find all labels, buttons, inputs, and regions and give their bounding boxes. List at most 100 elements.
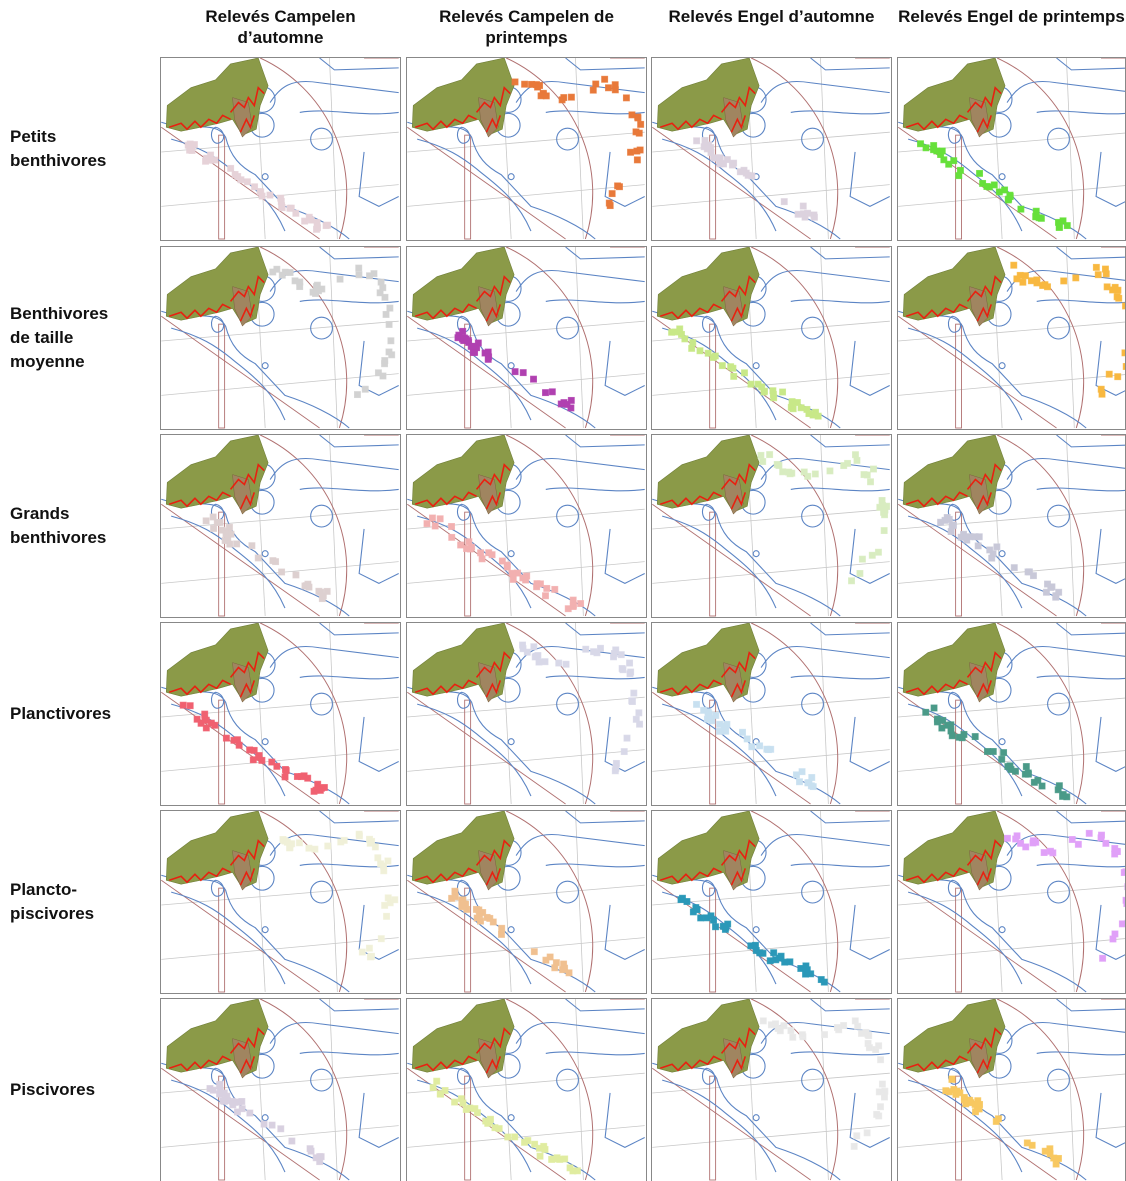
hotspot-cell xyxy=(307,1146,313,1152)
hotspot-cell xyxy=(249,543,255,549)
hotspot-cell xyxy=(267,192,273,198)
hotspot-cell xyxy=(1122,350,1126,356)
hotspot-cell xyxy=(606,200,612,206)
hotspot-cell xyxy=(720,923,726,929)
hotspot-cell xyxy=(212,722,218,728)
hotspot-cell xyxy=(472,349,478,355)
hotspot-cell xyxy=(382,902,388,908)
hotspot-cell xyxy=(429,515,435,521)
hotspot-cell xyxy=(356,272,362,278)
hotspot-cell xyxy=(478,550,484,556)
hotspot-cell xyxy=(1069,837,1075,843)
hotspot-cell xyxy=(319,286,325,292)
hotspot-cell xyxy=(633,716,639,722)
hotspot-cell xyxy=(1112,851,1118,857)
hotspot-cell xyxy=(259,757,265,763)
hotspot-cell xyxy=(522,81,528,87)
hotspot-cell xyxy=(635,115,641,121)
hotspot-cell xyxy=(274,763,280,769)
hotspot-cell xyxy=(679,331,685,337)
hotspot-cell xyxy=(228,531,234,537)
hotspot-cell xyxy=(1005,764,1011,770)
hotspot-cell xyxy=(1011,565,1017,571)
hotspot-cell xyxy=(566,970,572,976)
map-panel xyxy=(651,810,892,994)
hotspot-cell xyxy=(633,129,639,135)
hotspot-cell xyxy=(804,406,810,412)
hotspot-cell xyxy=(956,173,962,179)
hotspot-cell xyxy=(1023,764,1029,770)
hotspot-cell xyxy=(780,389,786,395)
hotspot-cell xyxy=(293,210,299,216)
hotspot-cell xyxy=(1020,279,1026,285)
hotspot-cell xyxy=(1017,272,1023,278)
hotspot-cell xyxy=(866,1033,872,1039)
hotspot-cell xyxy=(690,909,696,915)
hotspot-cell xyxy=(719,363,725,369)
hotspot-cell xyxy=(1025,771,1031,777)
hotspot-cell xyxy=(535,84,541,90)
base-map xyxy=(161,435,398,616)
hotspot-cell xyxy=(724,157,730,163)
hotspot-cell xyxy=(251,747,257,753)
hotspot-cell xyxy=(1024,1140,1030,1146)
hotspot-cell xyxy=(1018,840,1024,846)
hotspot-cell xyxy=(864,1130,870,1136)
row-label: Piscivores xyxy=(10,1078,155,1102)
hotspot-cell xyxy=(774,462,780,468)
hotspot-cell xyxy=(449,524,455,530)
hotspot-cell xyxy=(279,203,285,209)
map-panel xyxy=(160,810,401,994)
hotspot-cell xyxy=(812,471,818,477)
hotspot-cell xyxy=(529,81,535,87)
hotspot-cell xyxy=(210,1087,216,1093)
hotspot-cell xyxy=(381,868,387,874)
hotspot-cell xyxy=(543,957,549,963)
base-map xyxy=(161,999,398,1180)
hotspot-cell xyxy=(804,967,810,973)
hotspot-cell xyxy=(1099,391,1105,397)
base-map xyxy=(161,58,398,239)
hotspot-cell xyxy=(757,743,763,749)
base-map xyxy=(898,811,1126,992)
hotspot-cell xyxy=(1056,783,1062,789)
hotspot-cell xyxy=(822,1032,828,1038)
hotspot-cell xyxy=(953,1091,959,1097)
hotspot-cell xyxy=(705,710,711,716)
hotspot-cell xyxy=(187,703,193,709)
map-panel xyxy=(406,810,647,994)
hotspot-cell xyxy=(282,774,288,780)
column-header: Relevés Campelen de printemps xyxy=(407,6,647,48)
hotspot-cell xyxy=(525,1138,531,1144)
map-panel xyxy=(897,998,1126,1181)
hotspot-cell xyxy=(203,717,209,723)
hotspot-cell xyxy=(939,148,945,154)
hotspot-cell xyxy=(458,1096,464,1102)
hotspot-cell xyxy=(709,718,715,724)
hotspot-cell xyxy=(712,353,718,359)
hotspot-cell xyxy=(612,82,618,88)
hotspot-cell xyxy=(202,711,208,717)
map-panel xyxy=(651,434,892,618)
hotspot-cell xyxy=(728,364,734,370)
hotspot-cell xyxy=(999,756,1005,762)
hotspot-cell xyxy=(282,767,288,773)
hotspot-cell xyxy=(1056,224,1062,230)
hotspot-cell xyxy=(424,521,430,527)
hotspot-cell xyxy=(638,121,644,127)
hotspot-cell xyxy=(977,170,983,176)
row-label: Benthivores de taille moyenne xyxy=(10,302,155,374)
hotspot-cell xyxy=(274,266,280,272)
hotspot-cell xyxy=(1026,569,1032,575)
hotspot-cell xyxy=(1048,848,1054,854)
hotspot-cell xyxy=(544,585,550,591)
hotspot-cell xyxy=(984,749,990,755)
hotspot-cell xyxy=(437,516,443,522)
hotspot-cell xyxy=(871,466,877,472)
hotspot-cell xyxy=(463,1107,469,1113)
hotspot-cell xyxy=(923,145,929,151)
hotspot-cell xyxy=(672,329,678,335)
hotspot-cell xyxy=(627,660,633,666)
map-panel xyxy=(651,246,892,430)
hotspot-cell xyxy=(690,340,696,346)
